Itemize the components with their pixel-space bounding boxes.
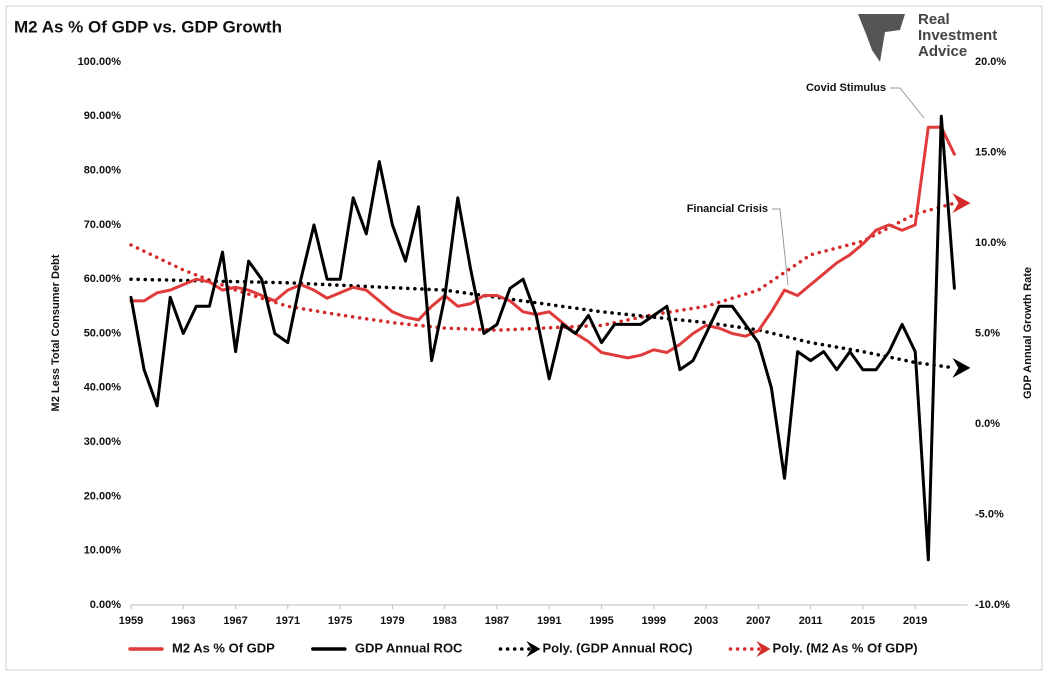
x-tick-label: 2003 bbox=[694, 615, 718, 627]
annotation-leader bbox=[772, 208, 789, 286]
x-tick-label: 2015 bbox=[851, 615, 875, 627]
y-tick-label: 30.00% bbox=[84, 436, 122, 448]
x-tick-label: 1975 bbox=[328, 615, 352, 627]
annotation-leader bbox=[890, 87, 925, 119]
trend-line bbox=[129, 277, 957, 370]
annotation: Covid Stimulus bbox=[806, 82, 886, 94]
x-tick-label: 1971 bbox=[276, 615, 300, 627]
y2-axis-title: GDP Annual Growth Rate bbox=[1022, 267, 1034, 399]
trend-arrow bbox=[952, 193, 971, 214]
frame bbox=[5, 5, 1043, 671]
x-tick-label: 1979 bbox=[380, 615, 404, 627]
x-tick-label: 1995 bbox=[589, 615, 613, 627]
legend-label: Poly. (GDP Annual ROC) bbox=[542, 640, 692, 655]
series-line bbox=[129, 114, 956, 562]
logo: Real Investment Advice bbox=[858, 11, 997, 62]
x-tick-label: 1959 bbox=[119, 615, 143, 627]
legend-label: GDP Annual ROC bbox=[355, 640, 463, 655]
x-tick-label: 1983 bbox=[432, 615, 456, 627]
logo-mark bbox=[858, 14, 905, 62]
y-tick-label: 10.00% bbox=[84, 545, 122, 557]
y-tick-label: 20.00% bbox=[84, 490, 122, 502]
x-tick-label: 2019 bbox=[903, 615, 927, 627]
logo-text: Investment bbox=[918, 27, 997, 44]
legend-label: M2 As % Of GDP bbox=[172, 640, 275, 655]
y2-tick-label: -5.0% bbox=[975, 508, 1004, 520]
x-tick-label: 1999 bbox=[642, 615, 666, 627]
y-axis-title: M2 Less Total Consumer Debt bbox=[50, 254, 62, 411]
logo-text: Advice bbox=[918, 43, 967, 60]
logo-text: Real bbox=[918, 11, 950, 28]
y2-tick-label: 15.0% bbox=[975, 146, 1006, 158]
trend-arrow bbox=[952, 357, 971, 378]
y-tick-label: 60.00% bbox=[84, 273, 122, 285]
y-tick-label: 0.00% bbox=[90, 599, 121, 611]
legend-arrow bbox=[756, 641, 771, 657]
y2-tick-label: 10.0% bbox=[975, 237, 1006, 249]
x-tick-label: 1991 bbox=[537, 615, 561, 627]
x-tick-label: 1963 bbox=[171, 615, 195, 627]
y2-tick-label: -10.0% bbox=[975, 599, 1010, 611]
legend-label: Poly. (M2 As % Of GDP) bbox=[772, 640, 917, 655]
chart-title: M2 As % Of GDP vs. GDP Growth bbox=[14, 17, 282, 36]
y-tick-label: 50.00% bbox=[84, 327, 122, 339]
legend-arrow bbox=[526, 641, 541, 657]
y-tick-label: 80.00% bbox=[84, 165, 122, 177]
y-tick-label: 100.00% bbox=[78, 56, 122, 68]
y-tick-label: 40.00% bbox=[84, 382, 122, 394]
annotation: Financial Crisis bbox=[687, 203, 768, 215]
x-tick-label: 1967 bbox=[223, 615, 247, 627]
x-tick-label: 2007 bbox=[746, 615, 770, 627]
y2-tick-label: 5.0% bbox=[975, 327, 1000, 339]
series-line bbox=[129, 125, 956, 360]
y2-tick-label: 0.0% bbox=[975, 418, 1000, 430]
trend-line bbox=[129, 201, 957, 332]
x-tick-label: 2011 bbox=[799, 615, 823, 627]
y2-tick-label: 20.0% bbox=[975, 56, 1006, 68]
x-tick-label: 1987 bbox=[485, 615, 509, 627]
y-tick-label: 90.00% bbox=[84, 110, 122, 122]
y-tick-label: 70.00% bbox=[84, 219, 122, 231]
